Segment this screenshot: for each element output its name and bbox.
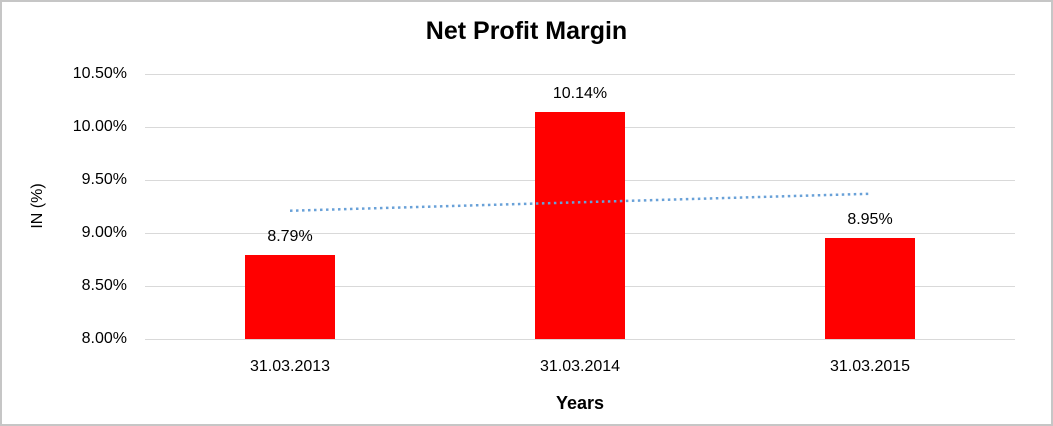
bar-data-label: 8.79% (267, 228, 313, 246)
gridline (145, 73, 1015, 75)
bar (535, 112, 625, 339)
chart-title: Net Profit Margin (425, 17, 628, 45)
x-axis-title: Years (555, 393, 605, 413)
bar (825, 238, 915, 339)
bar-data-label: 8.95% (847, 211, 893, 229)
y-tick-label: 8.00% (81, 330, 127, 347)
y-tick-label: 9.00% (81, 224, 127, 241)
y-tick-label: 10.50% (72, 65, 127, 82)
bar-data-label: 10.14% (552, 85, 608, 103)
x-tick-label: 31.03.2014 (539, 358, 621, 375)
y-axis-title: IN (%) (29, 183, 46, 229)
gridline (145, 338, 1015, 340)
y-tick-label: 9.50% (81, 171, 127, 188)
x-tick-label: 31.03.2013 (249, 358, 331, 375)
x-tick-label: 31.03.2015 (829, 358, 911, 375)
y-tick-label: 8.50% (81, 277, 127, 294)
bar (245, 255, 335, 339)
y-tick-label: 10.00% (72, 118, 127, 135)
